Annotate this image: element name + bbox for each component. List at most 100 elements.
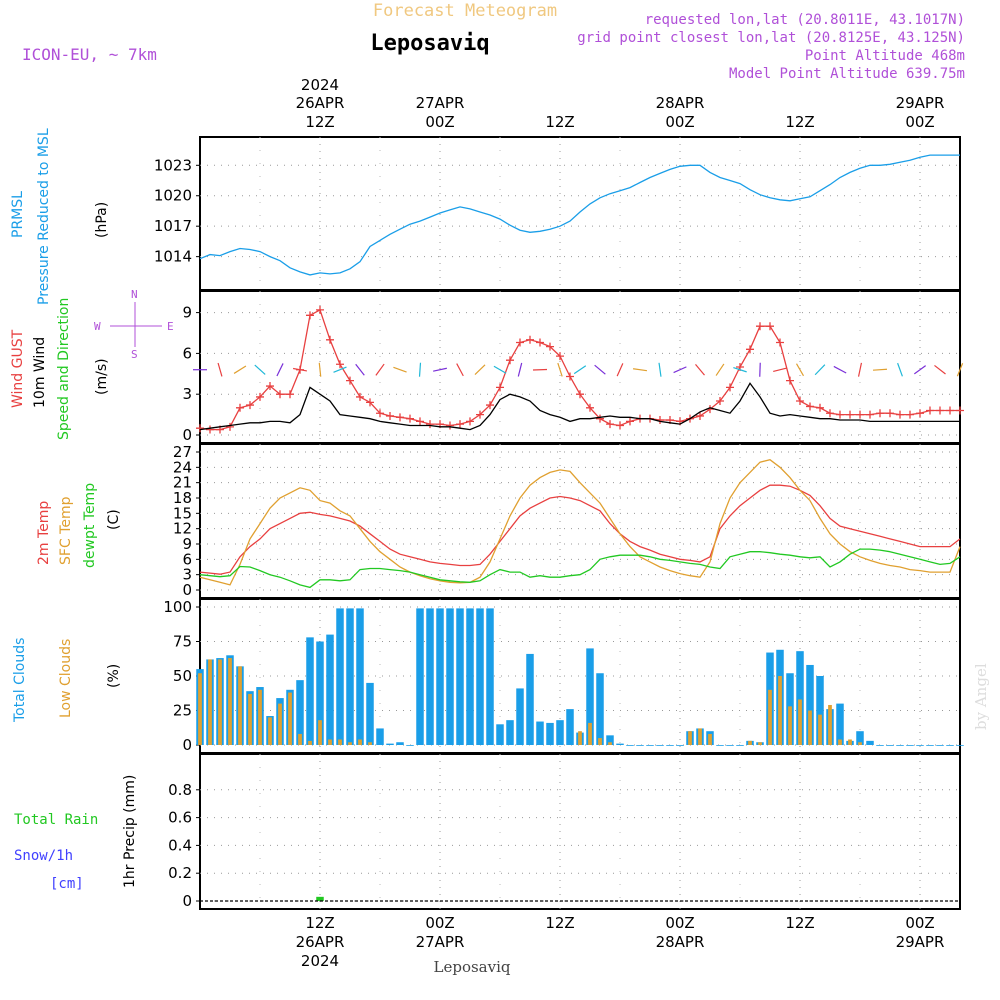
low-cloud-bar: [788, 706, 792, 745]
pressure-labels: PRMSL Pressure Reduced to MSL (hPa): [10, 128, 110, 305]
compass-w: W: [94, 320, 101, 333]
gust-marker: [906, 410, 914, 419]
gust-marker: [856, 410, 864, 419]
y-tick-label: 0: [182, 426, 192, 444]
bottom-time-l1: 00Z: [905, 914, 934, 932]
gust-marker: [546, 342, 554, 351]
low-cloud-bar: [238, 666, 242, 745]
gust-marker: [246, 401, 254, 410]
gust-marker: [456, 420, 464, 429]
wind-arrow: [474, 364, 486, 376]
gust-marker: [766, 322, 774, 331]
gust-marker: [876, 409, 884, 418]
gust-marker: [836, 410, 844, 419]
footer-location: Leposaviq: [434, 958, 511, 976]
cloud-labels: Total Clouds Low Clouds (%): [12, 638, 122, 723]
gust-marker: [196, 424, 204, 433]
panel-1: 0 3 6 9: [182, 290, 964, 444]
gust-marker: [346, 376, 354, 385]
low-cloud-bar: [348, 742, 352, 745]
model-label: ICON-EU, ~ 7km: [22, 45, 157, 64]
total-cloud-bar: [646, 745, 654, 746]
total-cloud-bar: [306, 637, 314, 745]
wind-arrow: [254, 364, 266, 375]
gust-marker: [536, 338, 544, 347]
precip-labels: Total Rain Snow/1h [cm] 1hr Precip (mm): [14, 775, 138, 892]
low-cloud-bar: [758, 742, 762, 745]
wind-arrow: [418, 362, 422, 377]
gust-marker: [386, 411, 394, 420]
top-time-l2: 28APR: [656, 94, 705, 112]
top-time-l1: 2024: [301, 76, 339, 94]
low-cloud-bar: [748, 740, 752, 745]
low-cloud-bar: [778, 676, 782, 745]
wind-arrow: [833, 365, 847, 374]
top-time-l3: 00Z: [665, 113, 694, 131]
gust-marker: [576, 390, 584, 399]
y-tick-label: 0.8: [168, 781, 192, 799]
gust-marker: [226, 422, 234, 431]
total-cloud-bar: [816, 676, 824, 745]
y-tick-label: 6: [182, 550, 192, 568]
gust-marker: [806, 402, 814, 411]
y-tick-label: 27: [173, 443, 192, 461]
gust-marker: [566, 372, 574, 381]
total-cloud-bar: [796, 651, 804, 745]
bottom-time-l2: 27APR: [416, 933, 465, 951]
wind-arrow: [318, 362, 322, 377]
y-tick-label: 0.2: [168, 864, 192, 882]
gust-marker: [796, 397, 804, 405]
wind-arrow: [857, 362, 863, 377]
gust-marker: [586, 403, 594, 412]
total-cloud-bar: [346, 608, 354, 745]
gust-marker: [936, 406, 944, 415]
low-cloud-bar: [328, 739, 332, 745]
gust-marker: [556, 352, 564, 361]
y-tick-label: 24: [173, 458, 192, 476]
bottom-time-label-2: 12Z: [545, 914, 574, 932]
y-tick-label: 0: [182, 581, 192, 599]
total-cloud-bar: [726, 745, 734, 746]
top-time-l3: 00Z: [425, 113, 454, 131]
wind-arrow: [293, 367, 307, 372]
gust-marker: [496, 383, 504, 392]
low-cloud-bar: [828, 704, 832, 745]
wind-arrow: [217, 362, 223, 377]
top-time-l3: 12Z: [785, 113, 814, 131]
total-cloud-bar: [566, 709, 574, 745]
wind-arrow: [814, 364, 826, 376]
total-cloud-bar: [676, 745, 684, 746]
total-cloud-bar: [656, 745, 664, 746]
series-prmsl: [199, 154, 960, 276]
gust-marker: [916, 409, 924, 418]
total-cloud-bar: [666, 745, 674, 746]
y-tick-label: 21: [173, 474, 192, 492]
total-cloud-bar: [486, 608, 494, 745]
low-cloud-bar: [228, 658, 232, 745]
gust-marker: [506, 356, 514, 365]
wind-arrow: [913, 365, 927, 375]
sfc-label: SFC Temp: [58, 496, 74, 565]
gust-marker: [356, 392, 364, 401]
y-tick-label: 0.4: [168, 836, 192, 854]
top-time-label-2: 12Z: [545, 113, 574, 131]
top-time-l3: 12Z: [305, 113, 334, 131]
y-tick-label: 0.6: [168, 809, 192, 827]
series-sfc-temp: [199, 458, 961, 586]
low-cloud-bar: [258, 689, 262, 745]
panel-frame: [199, 753, 961, 910]
gust-marker: [616, 421, 624, 430]
y-tick-label: 12: [173, 520, 192, 538]
wind-arrow: [632, 368, 648, 372]
top-time-l2: 26APR: [296, 94, 345, 112]
compass-n: N: [131, 288, 138, 301]
wind10m-label: 10m Wind: [32, 337, 48, 408]
total-cloud-bar: [496, 724, 504, 745]
low-cloud-bar: [318, 720, 322, 745]
low-cloud-bar: [288, 692, 292, 745]
grid-coords: grid point closest lon,lat (20.8125E, 43…: [577, 30, 965, 46]
gust-marker: [826, 409, 834, 418]
wind-arrow: [616, 363, 624, 377]
gust-marker: [266, 382, 274, 391]
